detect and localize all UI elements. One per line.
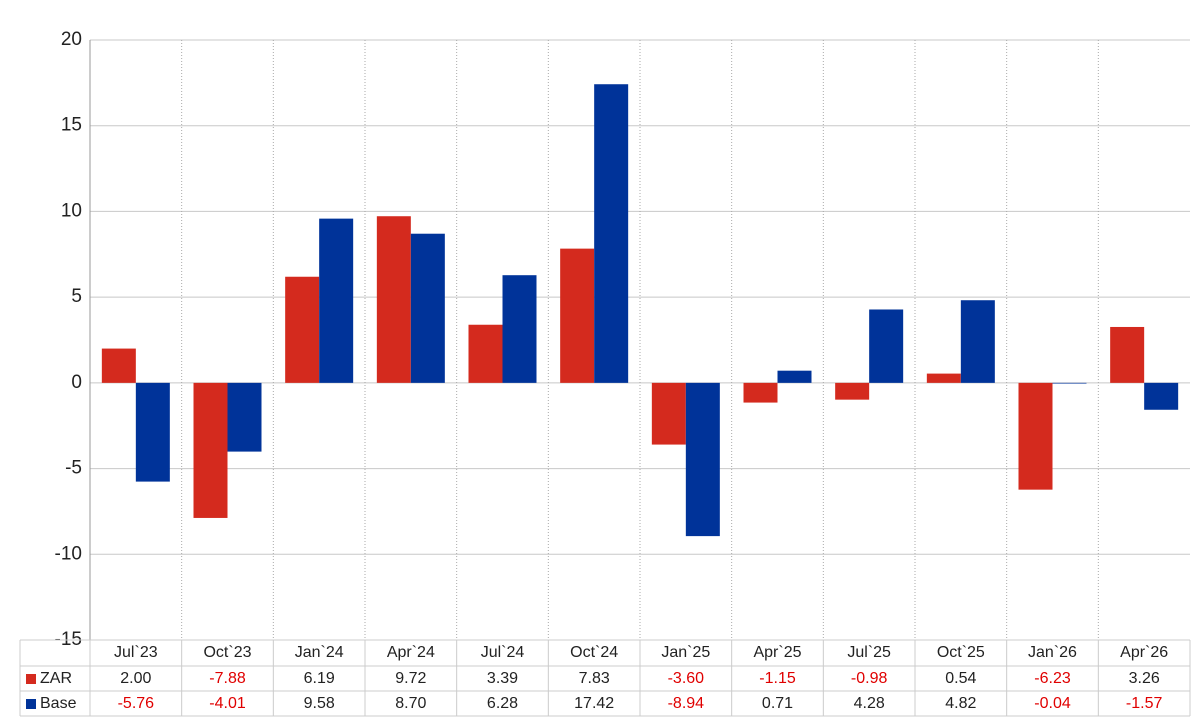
value-label: 3.39 bbox=[487, 670, 518, 687]
value-label: -5.76 bbox=[118, 695, 155, 712]
bar bbox=[1144, 382, 1179, 410]
value-label: -6.23 bbox=[1034, 670, 1071, 687]
x-tick-label: Apr`25 bbox=[753, 644, 801, 661]
y-tick-label: 15 bbox=[61, 115, 82, 136]
legend-label: ZAR bbox=[40, 670, 72, 687]
bar bbox=[376, 216, 411, 383]
value-label: 8.70 bbox=[395, 695, 426, 712]
y-tick-label: 20 bbox=[61, 29, 82, 50]
bar bbox=[410, 233, 445, 383]
value-label: -0.04 bbox=[1034, 695, 1071, 712]
value-label: -1.15 bbox=[759, 670, 796, 687]
bar bbox=[594, 84, 629, 383]
value-label: 2.00 bbox=[120, 670, 151, 687]
value-label: 0.71 bbox=[762, 695, 793, 712]
x-tick-label: Jul`24 bbox=[481, 644, 525, 661]
value-label: -8.94 bbox=[668, 695, 705, 712]
y-tick-label: 0 bbox=[71, 372, 82, 393]
x-tick-label: Jan`26 bbox=[1028, 644, 1077, 661]
bar bbox=[193, 382, 228, 518]
x-tick-label: Jul`25 bbox=[847, 644, 891, 661]
bar bbox=[319, 218, 354, 383]
value-label: -4.01 bbox=[209, 695, 246, 712]
y-tick-label: 10 bbox=[61, 200, 82, 221]
value-label: 6.28 bbox=[487, 695, 518, 712]
value-label: 7.83 bbox=[579, 670, 610, 687]
bar bbox=[777, 370, 812, 383]
bar bbox=[743, 382, 778, 403]
value-label: 9.72 bbox=[395, 670, 426, 687]
legend-label: Base bbox=[40, 695, 77, 712]
x-tick-label: Apr`26 bbox=[1120, 644, 1168, 661]
value-label: 17.42 bbox=[574, 695, 614, 712]
bar bbox=[101, 348, 136, 383]
y-tick-label: -10 bbox=[55, 543, 82, 564]
y-tick-label: 5 bbox=[71, 286, 82, 307]
value-label: 9.58 bbox=[304, 695, 335, 712]
value-label: -7.88 bbox=[209, 670, 246, 687]
bar bbox=[869, 309, 904, 383]
bar bbox=[685, 382, 720, 537]
value-label: 3.26 bbox=[1129, 670, 1160, 687]
x-tick-label: Jan`25 bbox=[661, 644, 710, 661]
bar bbox=[468, 324, 503, 383]
value-label: 4.82 bbox=[945, 695, 976, 712]
bar bbox=[960, 300, 995, 383]
bar bbox=[502, 275, 537, 383]
x-tick-label: Oct`24 bbox=[570, 644, 618, 661]
bar bbox=[835, 382, 870, 400]
bar bbox=[285, 276, 320, 383]
legend-swatch bbox=[26, 699, 36, 709]
bar bbox=[1018, 382, 1053, 490]
bar bbox=[1052, 382, 1087, 384]
x-tick-label: Apr`24 bbox=[387, 644, 435, 661]
bar bbox=[1110, 326, 1145, 383]
x-tick-label: Jul`23 bbox=[114, 644, 158, 661]
y-tick-label: -5 bbox=[65, 458, 82, 479]
value-label: -1.57 bbox=[1126, 695, 1163, 712]
bar bbox=[135, 382, 170, 482]
bar bbox=[926, 373, 961, 383]
value-label: 6.19 bbox=[304, 670, 335, 687]
value-label: 4.28 bbox=[854, 695, 885, 712]
value-label: -0.98 bbox=[851, 670, 888, 687]
bar bbox=[651, 382, 686, 445]
x-tick-label: Oct`23 bbox=[203, 644, 251, 661]
bar bbox=[560, 248, 595, 383]
x-tick-label: Oct`25 bbox=[937, 644, 985, 661]
x-tick-label: Jan`24 bbox=[295, 644, 344, 661]
bar bbox=[227, 382, 262, 452]
value-label: 0.54 bbox=[945, 670, 976, 687]
value-label: -3.60 bbox=[668, 670, 705, 687]
legend-swatch bbox=[26, 674, 36, 684]
